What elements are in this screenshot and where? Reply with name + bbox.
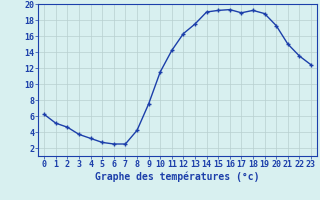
X-axis label: Graphe des températures (°c): Graphe des températures (°c) bbox=[95, 172, 260, 182]
